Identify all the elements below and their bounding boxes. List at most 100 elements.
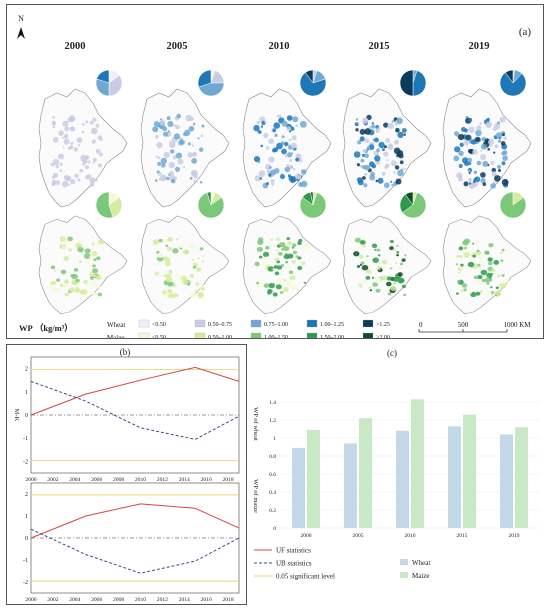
- legend-wheat-class: 0.50–0.75: [208, 322, 232, 328]
- map-pixel-cluster: [464, 161, 470, 167]
- plot-frame: [30, 482, 240, 594]
- map-pixel-cluster: [381, 259, 388, 265]
- map-pixel-cluster: [59, 169, 63, 172]
- map-pixel-cluster: [461, 127, 466, 132]
- map-pixel-cluster: [476, 125, 482, 131]
- map-pixel-cluster: [79, 168, 84, 173]
- map-pixel-cluster: [487, 291, 492, 295]
- map-pixel-cluster: [202, 255, 205, 257]
- map-pixel-cluster: [397, 277, 405, 284]
- map-pixel-cluster: [272, 268, 275, 271]
- map-pixel-cluster: [468, 126, 475, 134]
- map-pixel-cluster: [493, 123, 501, 130]
- map-pixel-cluster: [155, 270, 158, 273]
- map-pixel-cluster: [393, 171, 396, 174]
- map-pixel-cluster: [371, 163, 377, 169]
- map-pixel-cluster: [93, 258, 97, 262]
- y-tick-label: -1: [23, 558, 28, 564]
- map-pixel-cluster: [91, 139, 96, 144]
- map-pixel-cluster: [470, 291, 477, 298]
- map-pixel-cluster: [486, 272, 493, 278]
- y-tick-label: 0: [273, 526, 276, 532]
- map-pixel-cluster: [299, 120, 307, 128]
- map-pixel-cluster: [484, 277, 491, 283]
- map-pixel-cluster: [285, 261, 288, 264]
- map-pixel-cluster: [472, 242, 475, 245]
- map-pixel-cluster: [468, 169, 471, 173]
- map-pixel-cluster: [391, 184, 394, 187]
- map-pixel-cluster: [262, 257, 269, 263]
- map-pixel-cluster: [393, 147, 401, 155]
- map-pixel-cluster: [190, 170, 197, 176]
- map-pixel-cluster: [399, 160, 404, 165]
- map-pixel-cluster: [464, 245, 468, 248]
- map-pixel-cluster: [75, 286, 79, 290]
- map-pixel-cluster: [95, 148, 101, 154]
- legend-maize-swatch: [306, 332, 318, 341]
- legend-ub-label: UB statistics: [276, 560, 312, 568]
- map-pixel-cluster: [258, 130, 262, 134]
- map-pixel-cluster: [271, 182, 275, 186]
- pie-slice: [399, 69, 414, 97]
- map-pixel-cluster: [97, 292, 103, 297]
- pie-slice: [108, 75, 123, 97]
- map-pixel-cluster: [500, 259, 504, 262]
- map-pixel-cluster: [268, 239, 272, 242]
- map-pixel-cluster: [356, 163, 360, 167]
- region-outline: [140, 215, 230, 315]
- wheat-map-2000: [38, 88, 128, 208]
- pie-slice: [499, 191, 527, 219]
- pie-slice: [299, 72, 327, 97]
- map-pixel-cluster: [495, 286, 499, 290]
- map-pixel-cluster: [257, 160, 261, 164]
- map-pixel-cluster: [74, 173, 79, 178]
- x-tick-label: 2019: [509, 533, 520, 539]
- map-pixel-cluster: [166, 270, 172, 275]
- map-pixel-cluster: [270, 179, 275, 184]
- map-pixel-cluster: [185, 114, 192, 122]
- map-pixel-cluster: [296, 174, 302, 180]
- pie-slice: [499, 72, 527, 97]
- maps-svg: N (a) 2000 2005 2010 2015 2019 WP （kg/m³） Wheat M…: [17, 14, 531, 342]
- map-pixel-cluster: [383, 145, 387, 149]
- map-pixel-cluster: [169, 170, 174, 176]
- map-pixel-cluster: [390, 239, 394, 244]
- map-pixel-cluster: [295, 255, 299, 258]
- map-pixel-cluster: [479, 122, 482, 125]
- map-pixel-cluster: [395, 127, 400, 133]
- map-pixel-cluster: [390, 285, 397, 291]
- map-pixel-cluster: [89, 276, 94, 280]
- ub-series-line: [30, 528, 240, 574]
- map-pixel-cluster: [288, 138, 292, 142]
- maize-map-2015: [342, 215, 432, 315]
- legend-wheat-label: Wheat: [107, 321, 125, 329]
- map-pixel-cluster: [92, 243, 95, 246]
- map-pixel-cluster: [187, 152, 193, 158]
- map-pixel-cluster: [396, 117, 403, 125]
- y-tick-label: 0: [25, 413, 28, 419]
- wheat-pie-2019: [499, 69, 527, 97]
- map-pixel-cluster: [281, 148, 287, 155]
- map-pixel-cluster: [253, 156, 261, 163]
- legend-maize-label: Maize: [412, 572, 430, 580]
- map-pixel-cluster: [73, 268, 79, 272]
- map-pixel-cluster: [362, 117, 369, 124]
- map-pixel-cluster: [259, 255, 263, 259]
- map-pixel-cluster: [268, 282, 275, 289]
- map-pixel-cluster: [84, 155, 90, 160]
- map-pixel-cluster: [162, 126, 168, 132]
- map-pixel-cluster: [499, 262, 502, 265]
- map-pixel-cluster: [260, 125, 264, 128]
- y-tick-label: 1: [25, 514, 28, 520]
- map-pixel-cluster: [167, 121, 174, 127]
- map-pixel-cluster: [355, 118, 359, 121]
- x-tick-label: 2014: [179, 597, 190, 603]
- map-pixel-cluster: [377, 254, 381, 257]
- map-pixel-cluster: [291, 135, 297, 141]
- map-pixel-cluster: [494, 175, 501, 182]
- map-pixel-cluster: [454, 131, 459, 136]
- map-pixel-cluster: [199, 181, 203, 184]
- map-pixel-cluster: [395, 120, 398, 123]
- map-pixel-cluster: [499, 251, 504, 254]
- map-pixel-cluster: [364, 164, 370, 171]
